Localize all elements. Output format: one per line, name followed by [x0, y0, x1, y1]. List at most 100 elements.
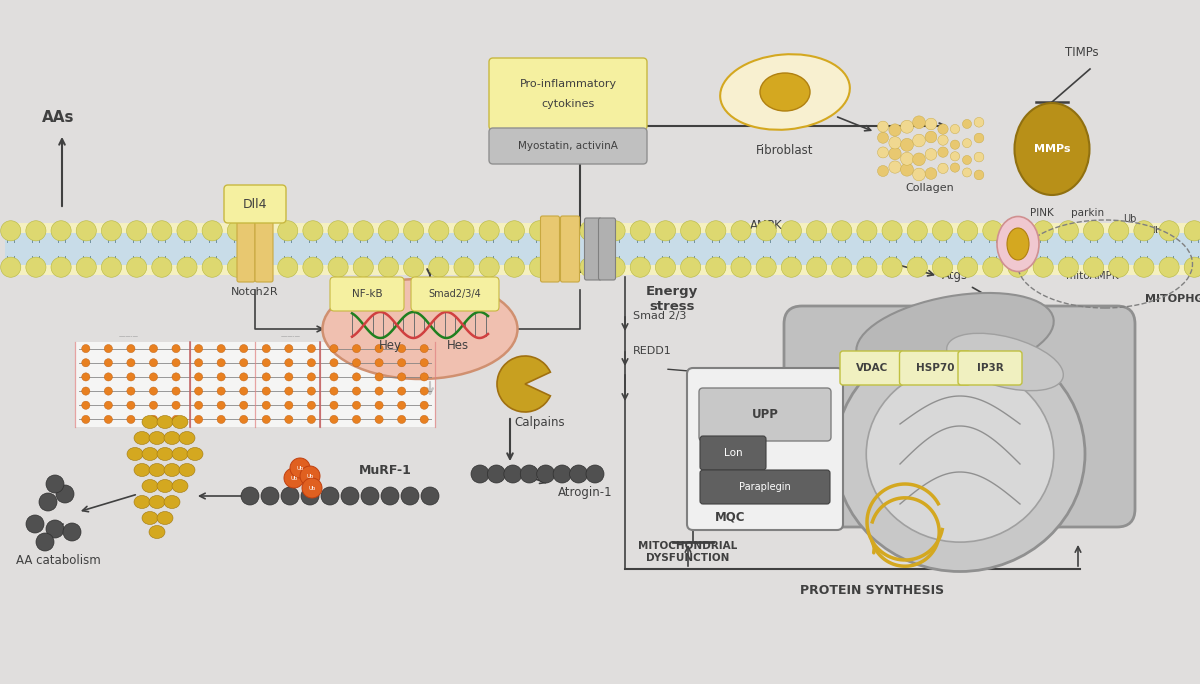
Text: AMPK: AMPK	[750, 219, 782, 232]
Circle shape	[374, 402, 383, 409]
Text: MQC: MQC	[715, 510, 745, 523]
FancyBboxPatch shape	[700, 436, 766, 470]
FancyBboxPatch shape	[412, 277, 499, 311]
Circle shape	[353, 345, 360, 353]
Circle shape	[194, 358, 203, 367]
Circle shape	[374, 373, 383, 381]
Text: Myostatin, activinA: Myostatin, activinA	[518, 141, 618, 151]
Circle shape	[284, 373, 293, 381]
Circle shape	[172, 345, 180, 353]
Circle shape	[554, 221, 575, 241]
Text: MITOPHGY: MITOPHGY	[1145, 294, 1200, 304]
Circle shape	[82, 373, 90, 381]
Text: Ub: Ub	[306, 473, 313, 479]
Circle shape	[529, 221, 550, 241]
FancyBboxPatch shape	[560, 216, 580, 282]
Circle shape	[284, 387, 293, 395]
Circle shape	[907, 221, 928, 241]
Circle shape	[781, 257, 802, 277]
Circle shape	[227, 257, 247, 277]
Circle shape	[194, 373, 203, 381]
Circle shape	[889, 137, 901, 149]
Circle shape	[504, 465, 522, 483]
Ellipse shape	[142, 479, 158, 492]
Circle shape	[302, 478, 322, 498]
Circle shape	[605, 257, 625, 277]
Circle shape	[217, 402, 226, 409]
Circle shape	[262, 373, 270, 381]
Circle shape	[301, 487, 319, 505]
Circle shape	[149, 373, 157, 381]
Circle shape	[428, 257, 449, 277]
Circle shape	[262, 387, 270, 395]
Circle shape	[104, 373, 113, 381]
Ellipse shape	[142, 512, 158, 525]
Circle shape	[756, 221, 776, 241]
FancyBboxPatch shape	[599, 218, 616, 280]
Circle shape	[330, 345, 338, 353]
Circle shape	[938, 147, 948, 157]
Circle shape	[397, 345, 406, 353]
Text: —·—·—: —·—·—	[281, 334, 301, 339]
Circle shape	[176, 257, 197, 277]
Circle shape	[889, 148, 901, 160]
Circle shape	[536, 465, 554, 483]
Text: Lon: Lon	[724, 448, 743, 458]
Circle shape	[420, 415, 428, 423]
Text: cytokines: cytokines	[541, 99, 595, 109]
Circle shape	[420, 345, 428, 353]
Circle shape	[950, 124, 960, 133]
Circle shape	[781, 221, 802, 241]
Circle shape	[302, 257, 323, 277]
Circle shape	[262, 345, 270, 353]
Circle shape	[958, 257, 978, 277]
Ellipse shape	[157, 447, 173, 460]
Circle shape	[470, 465, 490, 483]
Circle shape	[149, 387, 157, 395]
Circle shape	[1134, 257, 1154, 277]
Circle shape	[330, 402, 338, 409]
Text: Pro-inflammatory: Pro-inflammatory	[520, 79, 617, 89]
Text: Calpains: Calpains	[515, 416, 565, 429]
Ellipse shape	[149, 495, 166, 508]
Text: Ub: Ub	[290, 475, 298, 480]
Circle shape	[889, 124, 901, 136]
Circle shape	[731, 221, 751, 241]
Circle shape	[322, 487, 340, 505]
Circle shape	[706, 221, 726, 241]
Circle shape	[655, 257, 676, 277]
Circle shape	[202, 257, 222, 277]
FancyBboxPatch shape	[238, 216, 256, 282]
Circle shape	[962, 120, 972, 129]
Circle shape	[353, 402, 360, 409]
Circle shape	[262, 487, 278, 505]
Text: Collagen: Collagen	[906, 183, 954, 193]
Text: AA catabolism: AA catabolism	[16, 554, 101, 567]
Circle shape	[353, 387, 360, 395]
Circle shape	[857, 221, 877, 241]
Circle shape	[194, 345, 203, 353]
Circle shape	[101, 257, 121, 277]
Circle shape	[932, 257, 953, 277]
Circle shape	[938, 163, 948, 174]
Circle shape	[330, 387, 338, 395]
Circle shape	[104, 345, 113, 353]
Circle shape	[328, 257, 348, 277]
Circle shape	[420, 402, 428, 409]
Circle shape	[397, 373, 406, 381]
FancyBboxPatch shape	[698, 388, 830, 441]
Circle shape	[420, 373, 428, 381]
Circle shape	[580, 221, 600, 241]
Ellipse shape	[142, 447, 158, 460]
Text: PINK: PINK	[1030, 208, 1054, 218]
Bar	[5, 223, 1200, 275]
Circle shape	[284, 468, 304, 488]
Circle shape	[420, 358, 428, 367]
Circle shape	[983, 221, 1003, 241]
Circle shape	[101, 221, 121, 241]
Circle shape	[421, 487, 439, 505]
Circle shape	[172, 402, 180, 409]
Circle shape	[126, 257, 146, 277]
Circle shape	[374, 415, 383, 423]
Ellipse shape	[187, 447, 203, 460]
